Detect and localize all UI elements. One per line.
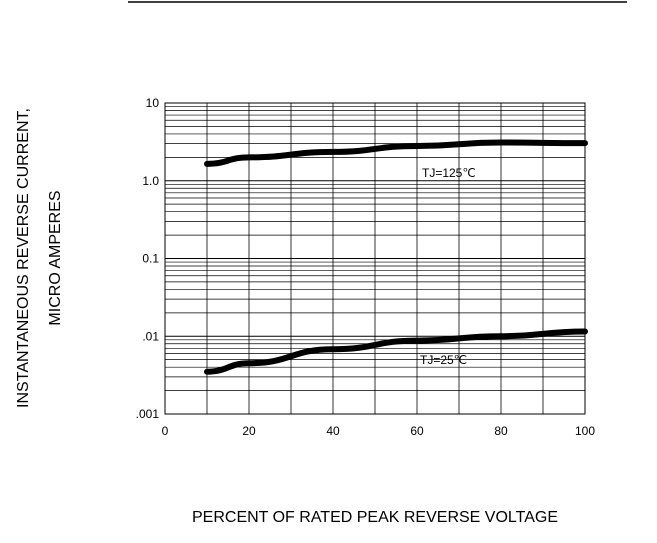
y-tick-label: 1.0 (142, 174, 159, 188)
x-tick-label: 0 (162, 424, 169, 438)
x-axis-title: PERCENT OF RATED PEAK REVERSE VOLTAGE (192, 509, 558, 526)
x-tick-labels: 0 20 40 60 80 100 (162, 424, 596, 438)
annotation-tj-25: TJ=25℃ (420, 353, 467, 367)
y-tick-label: .01 (142, 329, 159, 343)
y-tick-label: 10 (146, 96, 160, 110)
x-tick-label: 60 (410, 424, 424, 438)
x-tick-label: 80 (494, 424, 508, 438)
y-axis-title-line1: INSTANTANEOUS REVERSE CURRENT, (15, 108, 32, 408)
annotation-tj-125: TJ=125℃ (422, 166, 476, 180)
x-tick-label: 20 (242, 424, 256, 438)
x-tick-label: 100 (575, 424, 595, 438)
series-layer (204, 139, 588, 375)
y-axis-title-line2: MICRO AMPERES (47, 190, 64, 325)
series-line-0 (204, 139, 588, 167)
y-tick-label: .001 (136, 407, 160, 421)
y-tick-labels: 10 1.0 0.1 .01 .001 (136, 96, 160, 421)
x-tick-label: 40 (326, 424, 340, 438)
series-line-1 (204, 328, 588, 375)
plot-frame (164, 102, 586, 415)
y-tick-label: 0.1 (142, 252, 159, 266)
grid (165, 103, 585, 415)
